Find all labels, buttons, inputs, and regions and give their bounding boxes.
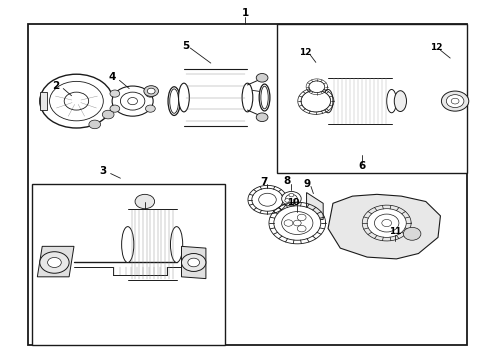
Circle shape bbox=[301, 90, 331, 112]
Circle shape bbox=[301, 90, 331, 112]
Circle shape bbox=[282, 212, 313, 234]
Ellipse shape bbox=[171, 226, 183, 262]
Polygon shape bbox=[40, 92, 47, 110]
Circle shape bbox=[313, 84, 321, 90]
Circle shape bbox=[181, 253, 206, 271]
Ellipse shape bbox=[259, 84, 270, 111]
Circle shape bbox=[382, 220, 392, 226]
Ellipse shape bbox=[242, 83, 253, 112]
Text: 12: 12 bbox=[299, 48, 312, 57]
Ellipse shape bbox=[261, 86, 268, 109]
Circle shape bbox=[89, 120, 100, 129]
Text: 2: 2 bbox=[52, 81, 59, 91]
Text: 3: 3 bbox=[99, 166, 107, 176]
Circle shape bbox=[256, 73, 268, 82]
Circle shape bbox=[110, 105, 120, 112]
Circle shape bbox=[112, 86, 153, 116]
Circle shape bbox=[188, 258, 199, 267]
Circle shape bbox=[284, 220, 293, 226]
Circle shape bbox=[274, 206, 321, 240]
Ellipse shape bbox=[394, 91, 407, 112]
Circle shape bbox=[121, 92, 145, 110]
Circle shape bbox=[64, 92, 89, 110]
Circle shape bbox=[252, 188, 283, 211]
Circle shape bbox=[256, 113, 268, 122]
Circle shape bbox=[40, 74, 113, 128]
Circle shape bbox=[309, 81, 325, 93]
Circle shape bbox=[297, 214, 306, 221]
Circle shape bbox=[441, 91, 469, 111]
Text: 9: 9 bbox=[304, 179, 311, 189]
Ellipse shape bbox=[170, 89, 178, 113]
Circle shape bbox=[110, 90, 120, 97]
Circle shape bbox=[289, 193, 294, 197]
Text: 10: 10 bbox=[287, 198, 299, 207]
Text: 11: 11 bbox=[389, 227, 402, 236]
Circle shape bbox=[451, 98, 459, 104]
Circle shape bbox=[128, 98, 138, 105]
Text: 8: 8 bbox=[283, 176, 290, 186]
Circle shape bbox=[147, 88, 155, 94]
Polygon shape bbox=[307, 193, 323, 220]
Circle shape bbox=[286, 194, 297, 203]
Circle shape bbox=[308, 95, 324, 107]
Ellipse shape bbox=[122, 226, 134, 262]
Circle shape bbox=[285, 199, 290, 202]
Ellipse shape bbox=[387, 89, 396, 113]
Text: 6: 6 bbox=[359, 161, 366, 171]
Circle shape bbox=[374, 214, 399, 232]
Circle shape bbox=[146, 90, 155, 97]
Circle shape bbox=[40, 252, 69, 273]
Circle shape bbox=[403, 227, 421, 240]
Ellipse shape bbox=[323, 89, 333, 113]
Circle shape bbox=[146, 105, 155, 112]
Text: 5: 5 bbox=[182, 41, 189, 50]
Circle shape bbox=[297, 225, 306, 232]
Bar bbox=[27, 24, 467, 345]
Text: 12: 12 bbox=[430, 43, 443, 52]
Circle shape bbox=[294, 220, 301, 226]
Circle shape bbox=[259, 193, 276, 206]
Circle shape bbox=[282, 192, 301, 206]
Circle shape bbox=[293, 199, 298, 202]
Ellipse shape bbox=[168, 87, 180, 116]
Circle shape bbox=[102, 110, 114, 119]
Circle shape bbox=[367, 209, 406, 237]
Polygon shape bbox=[181, 246, 206, 279]
Circle shape bbox=[135, 194, 155, 209]
Bar bbox=[32, 184, 225, 345]
Circle shape bbox=[309, 81, 325, 93]
Text: 7: 7 bbox=[260, 177, 267, 187]
Circle shape bbox=[446, 95, 464, 108]
Polygon shape bbox=[37, 246, 74, 277]
Circle shape bbox=[144, 86, 159, 96]
Polygon shape bbox=[328, 194, 441, 259]
Bar bbox=[277, 24, 467, 173]
Ellipse shape bbox=[178, 83, 189, 112]
Circle shape bbox=[49, 81, 103, 121]
Text: 4: 4 bbox=[108, 72, 116, 82]
Text: 1: 1 bbox=[242, 8, 248, 18]
Circle shape bbox=[48, 257, 61, 267]
